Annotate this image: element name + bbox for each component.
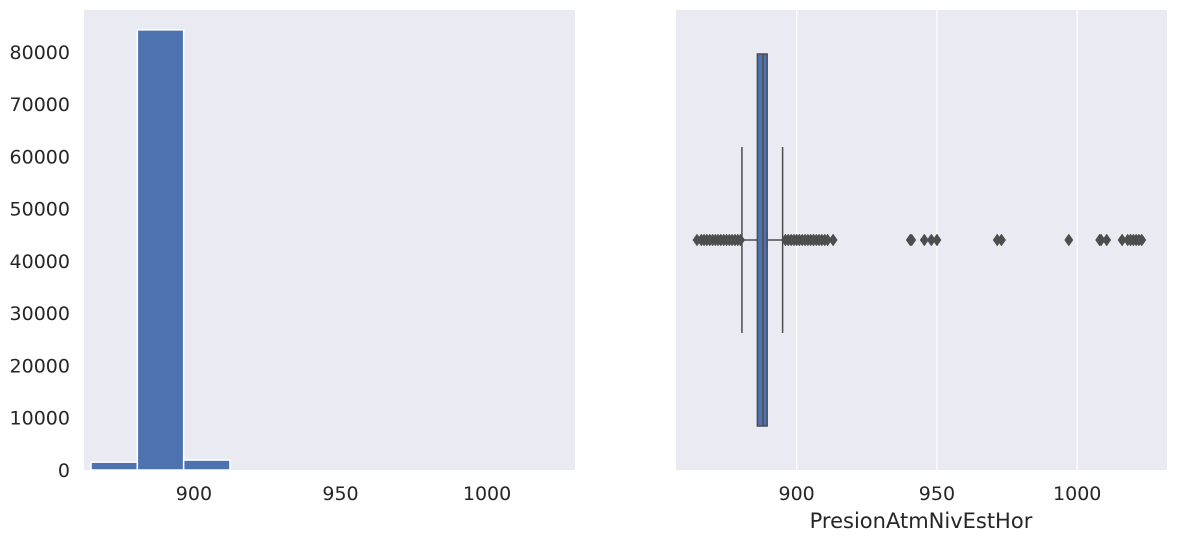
outlier-point [996, 233, 1006, 247]
x-tick-label: 950 [322, 483, 358, 505]
y-tick-label: 0 [58, 460, 70, 482]
x-tick-label: 950 [919, 483, 955, 505]
y-tick-label: 50000 [10, 199, 70, 221]
boxplot-x-axis-label: PresionAtmNivEstHor [810, 509, 1033, 533]
histogram-bar [182, 459, 231, 471]
x-tick-label: 900 [176, 483, 212, 505]
y-tick-label: 80000 [10, 42, 70, 64]
histogram-x-tick-labels: 900 950 1000 [176, 483, 511, 505]
outlier-point [1064, 233, 1074, 247]
outlier-point [919, 233, 929, 247]
boxplot-box [741, 53, 784, 427]
x-tick-label: 1000 [463, 483, 511, 505]
y-tick-label: 70000 [10, 94, 70, 116]
histogram-panel: 0 10000 20000 30000 40000 50000 60000 70000 8000… [10, 10, 575, 505]
outlier-point [828, 233, 838, 247]
histogram-y-tick-labels: 0 10000 20000 30000 40000 50000 60000 70000 8000… [10, 42, 70, 482]
y-tick-label: 60000 [10, 146, 70, 168]
histogram-bars [90, 29, 231, 471]
boxplot-outliers [692, 233, 1147, 247]
outlier-point [907, 233, 917, 247]
outlier-point [932, 233, 942, 247]
y-tick-label: 20000 [10, 355, 70, 377]
boxplot-x-tick-labels: 900 950 1000 [779, 483, 1102, 505]
outlier-point [1102, 233, 1112, 247]
histogram-bar [90, 461, 139, 471]
y-tick-label: 40000 [10, 251, 70, 273]
boxplot-panel: 900 950 1000 PresionAtmNivEstHor [676, 10, 1167, 533]
x-tick-label: 1000 [1053, 483, 1101, 505]
y-tick-label: 10000 [10, 408, 70, 430]
x-tick-label: 900 [779, 483, 815, 505]
outlier-point [1137, 233, 1147, 247]
histogram-bar [136, 29, 185, 471]
y-tick-label: 30000 [10, 303, 70, 325]
